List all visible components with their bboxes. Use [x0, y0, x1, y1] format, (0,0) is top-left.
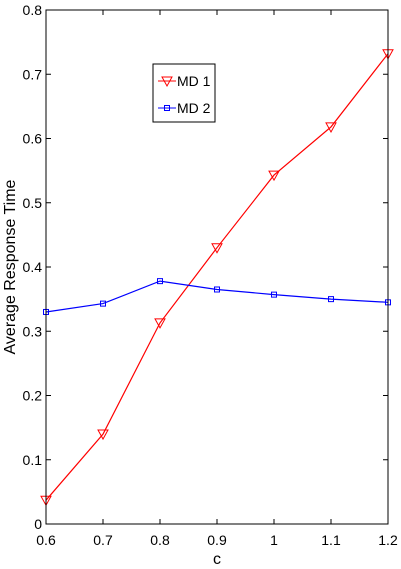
data-point-md1 — [268, 170, 280, 182]
y-axis-label: Average Response Time — [2, 179, 19, 354]
x-tick-label: 0.9 — [207, 532, 227, 548]
y-tick-label: 0.1 — [23, 452, 43, 468]
legend-marker-md2 — [164, 105, 170, 111]
data-point-md2 — [214, 286, 220, 293]
y-tick-label: 0.8 — [23, 2, 43, 18]
legend-label-md2: MD 2 — [177, 100, 211, 116]
data-point-md1 — [325, 122, 337, 133]
data-point-md2 — [328, 296, 334, 303]
legend-marker-md1 — [161, 76, 173, 88]
y-tick-label: 0.3 — [23, 323, 43, 339]
x-tick-label: 1 — [270, 532, 278, 548]
series-layer — [40, 49, 394, 507]
x-tick-label: 0.6 — [36, 532, 56, 548]
y-tick-label: 0.5 — [23, 195, 43, 211]
data-point-md2 — [157, 278, 163, 285]
legend-label-md1: MD 1 — [177, 73, 211, 89]
data-point-md2 — [271, 291, 277, 298]
data-point-md1 — [211, 243, 223, 254]
y-tick-label: 0 — [34, 516, 42, 532]
x-tick-label: 1.2 — [378, 532, 398, 548]
ticks-layer: 0.6 0.7 0.8 0.9 1 1.1 1.2 0 0.1 0.2 0.3 0.4 0.5 0.6 0.… — [23, 2, 398, 548]
x-tick-label: 1.1 — [321, 532, 341, 548]
data-point-md1 — [97, 429, 109, 441]
data-point-md2 — [100, 300, 106, 307]
y-tick-label: 0.7 — [23, 66, 43, 82]
legend-box — [152, 63, 216, 123]
y-tick-label: 0.4 — [23, 259, 43, 275]
legend: MD 1 MD 2 — [152, 63, 216, 123]
x-tick-label: 0.8 — [150, 532, 170, 548]
plot-area — [46, 10, 388, 524]
y-tick-label: 0.2 — [23, 388, 43, 404]
series-line-md2 — [45, 280, 389, 313]
x-axis-label: c — [213, 551, 221, 568]
x-tick-label: 0.7 — [93, 532, 113, 548]
data-point-md1 — [154, 318, 166, 329]
y-tick-label: 0.6 — [23, 131, 43, 147]
series-line-md1 — [45, 53, 389, 501]
